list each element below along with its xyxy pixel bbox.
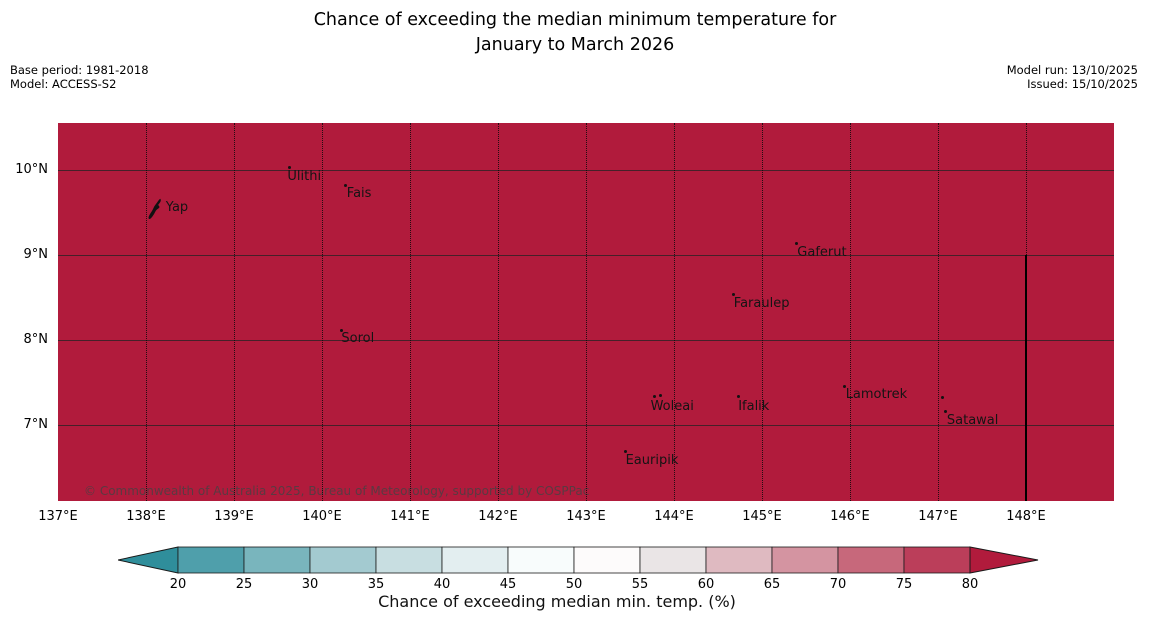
colorbar-under-arrow <box>118 546 179 574</box>
colorbar-tick-label: 30 <box>301 577 319 592</box>
island-shape-yap <box>148 198 161 219</box>
island-label-eauripik: Eauripik <box>625 452 679 468</box>
island-label-sorol: Sorol <box>341 331 375 347</box>
x-axis-tick-label: 137°E <box>38 509 78 524</box>
colorbar-tick-label: 35 <box>367 577 385 592</box>
gridline-longitude <box>762 123 763 501</box>
island-label-satawal: Satawal <box>946 412 999 428</box>
gridline-longitude <box>410 123 411 501</box>
island-label-ifalik: Ifalik <box>738 398 770 414</box>
gridline-longitude <box>850 123 851 501</box>
colorbar-segment <box>903 546 971 574</box>
y-axis-tick-label: 8°N <box>23 331 49 347</box>
gridline-longitude <box>586 123 587 501</box>
colorbar-tick-label: 50 <box>565 577 583 592</box>
colorbar <box>118 546 1039 574</box>
colorbar-tick-label: 20 <box>169 577 187 592</box>
colorbar-segment <box>309 546 377 574</box>
colorbar-segment <box>837 546 905 574</box>
y-axis-tick-label: 10°N <box>15 161 48 177</box>
colorbar-tick-label: 45 <box>499 577 517 592</box>
island-marker-dot <box>624 450 628 454</box>
colorbar-tick-label: 40 <box>433 577 451 592</box>
colorbar-segment <box>441 546 509 574</box>
y-axis-tick-label: 9°N <box>23 246 49 262</box>
colorbar-segment <box>375 546 443 574</box>
model-text: Model: ACCESS-S2 <box>10 76 117 91</box>
colorbar-segment <box>639 546 707 574</box>
island-marker-dot <box>339 328 343 332</box>
x-axis-tick-label: 148°E <box>1006 509 1046 524</box>
island-marker-dot <box>940 395 944 399</box>
gridline-longitude <box>674 123 675 501</box>
x-axis-tick-label: 140°E <box>302 509 342 524</box>
island-marker-dot <box>736 395 740 398</box>
colorbar-tick-label: 25 <box>235 577 253 592</box>
island-label-fais: Fais <box>346 186 372 201</box>
colorbar-tick-label: 70 <box>829 577 847 592</box>
x-axis-tick-label: 139°E <box>214 509 254 524</box>
map-area: © Commonwealth of Australia 2025, Bureau… <box>58 123 1114 501</box>
x-axis-tick-label: 138°E <box>126 509 166 524</box>
colorbar-segment <box>243 546 311 574</box>
island-marker-dot <box>843 384 847 388</box>
gridline-longitude <box>146 123 147 501</box>
colorbar-tick-label: 65 <box>763 577 781 592</box>
colorbar-segment <box>705 546 773 574</box>
colorbar-tick-label: 80 <box>961 577 979 592</box>
island-marker-dot <box>732 293 736 297</box>
chart-title-line2: January to March 2026 <box>475 35 675 55</box>
colorbar-segment <box>177 546 245 574</box>
state-boundary-line <box>1025 254 1027 501</box>
island-label-lamotrek: Lamotrek <box>845 387 908 403</box>
colorbar-label: Chance of exceeding median min. temp. (%… <box>378 592 736 611</box>
island-label-woleai: Woleai <box>650 398 694 414</box>
island-label-faraulep: Faraulep <box>733 295 790 311</box>
chart-title-line1: Chance of exceeding the median minimum t… <box>313 10 837 30</box>
colorbar-tick-label: 75 <box>895 577 913 592</box>
island-label-yap: Yap <box>165 199 189 215</box>
x-axis-tick-label: 145°E <box>742 509 782 524</box>
gridline-longitude <box>498 123 499 501</box>
x-axis-tick-label: 146°E <box>830 509 870 524</box>
gridline-longitude <box>322 123 323 501</box>
gridline-longitude <box>234 123 235 501</box>
island-marker-dot <box>287 165 291 169</box>
island-marker-dot <box>659 394 663 397</box>
x-axis-tick-label: 141°E <box>390 509 430 524</box>
island-marker-dot <box>944 410 948 414</box>
base-period-text: Base period: 1981-2018 <box>10 63 149 77</box>
island-outline <box>148 198 161 219</box>
chart-title: Chance of exceeding the median minimum t… <box>0 8 1150 58</box>
x-axis-tick-label: 144°E <box>654 509 694 524</box>
x-axis-tick-label: 143°E <box>566 509 606 524</box>
island-marker-dot <box>653 395 657 398</box>
colorbar-segment <box>573 546 641 574</box>
colorbar-tick-label: 55 <box>631 577 649 592</box>
colorbar-segment <box>771 546 839 574</box>
island-label-ulithi: Ulithi <box>287 169 322 185</box>
island-marker-dot <box>794 242 798 246</box>
gridline-longitude <box>938 123 939 501</box>
issued-text: Issued: 15/10/2025 <box>1027 76 1138 91</box>
x-axis-tick-label: 147°E <box>918 509 958 524</box>
x-axis-tick-label: 142°E <box>478 509 518 524</box>
meta-right: Model run: 13/10/2025 Issued: 15/10/2025 <box>1006 63 1138 91</box>
y-axis-tick-label: 7°N <box>23 416 49 432</box>
model-run-text: Model run: 13/10/2025 <box>1006 63 1138 77</box>
copyright-text: © Commonwealth of Australia 2025, Bureau… <box>84 484 590 498</box>
island-label-gaferut: Gaferut <box>797 244 847 260</box>
colorbar-over-arrow <box>969 546 1039 574</box>
meta-left: Base period: 1981-2018 Model: ACCESS-S2 <box>10 63 149 91</box>
island-marker-dot <box>344 183 348 187</box>
colorbar-segment <box>507 546 575 574</box>
colorbar-tick-label: 60 <box>697 577 715 592</box>
